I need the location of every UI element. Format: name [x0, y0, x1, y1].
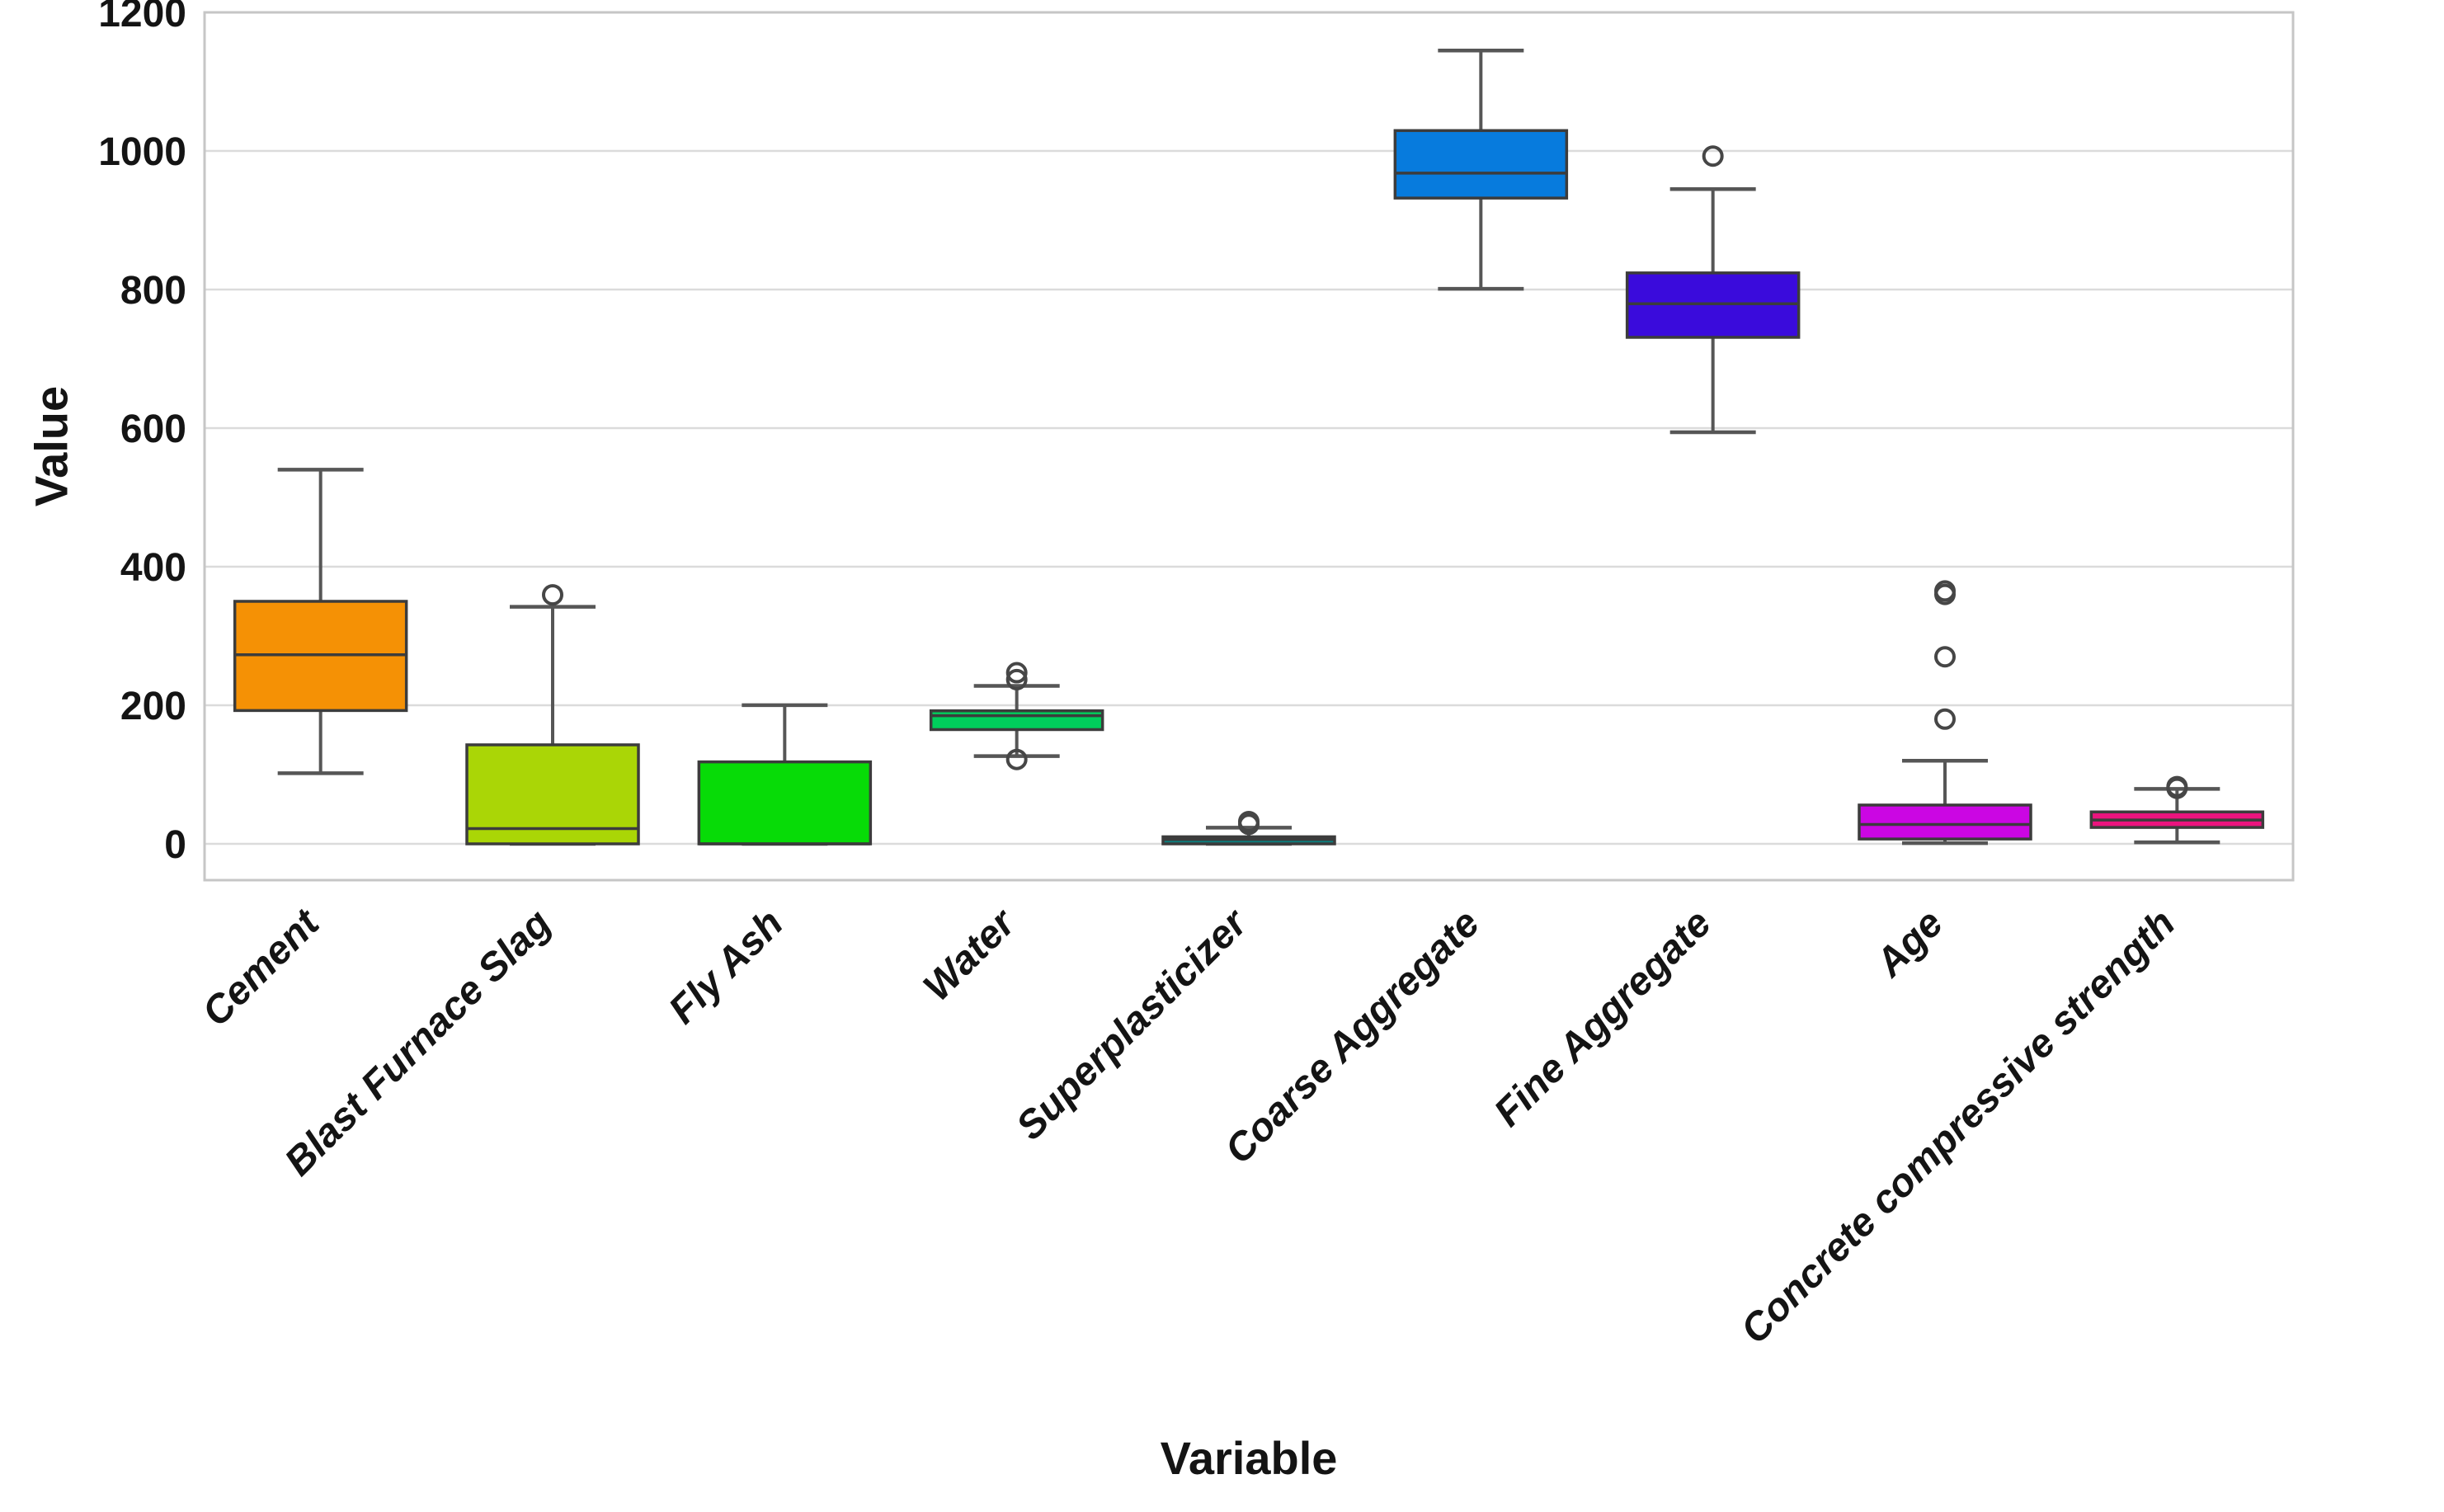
y-tick-label: 1000: [98, 130, 186, 174]
outlier-water: [1005, 668, 1028, 690]
outlier-water: [1005, 748, 1028, 770]
y-tick-label: 0: [164, 823, 186, 867]
outlier-concrete-compressive-strength: [2166, 775, 2188, 798]
box-fly-ash: [697, 760, 873, 845]
y-tick-label: 400: [120, 546, 186, 590]
box-age: [1858, 803, 2032, 841]
y-axis-title: Value: [25, 385, 78, 507]
x-axis-title: Variable: [1160, 1432, 1338, 1484]
outlier-blast-furnace-slag: [542, 584, 563, 606]
outlier-fine-aggregate: [1702, 145, 1724, 167]
y-tick-label: 800: [120, 269, 186, 313]
box-coarse-aggregate: [1393, 129, 1569, 200]
outlier-age: [1934, 708, 1956, 730]
outlier-superplasticizer: [1238, 810, 1260, 832]
outlier-age: [1934, 646, 1956, 668]
y-tick-label: 600: [120, 407, 186, 451]
plot-border: [203, 11, 2295, 882]
outlier-age: [1934, 580, 1956, 602]
box-water: [929, 709, 1104, 732]
y-tick-label: 200: [120, 685, 186, 728]
outlier-water: [1005, 662, 1028, 684]
y-tick-label: 1200: [98, 0, 186, 35]
